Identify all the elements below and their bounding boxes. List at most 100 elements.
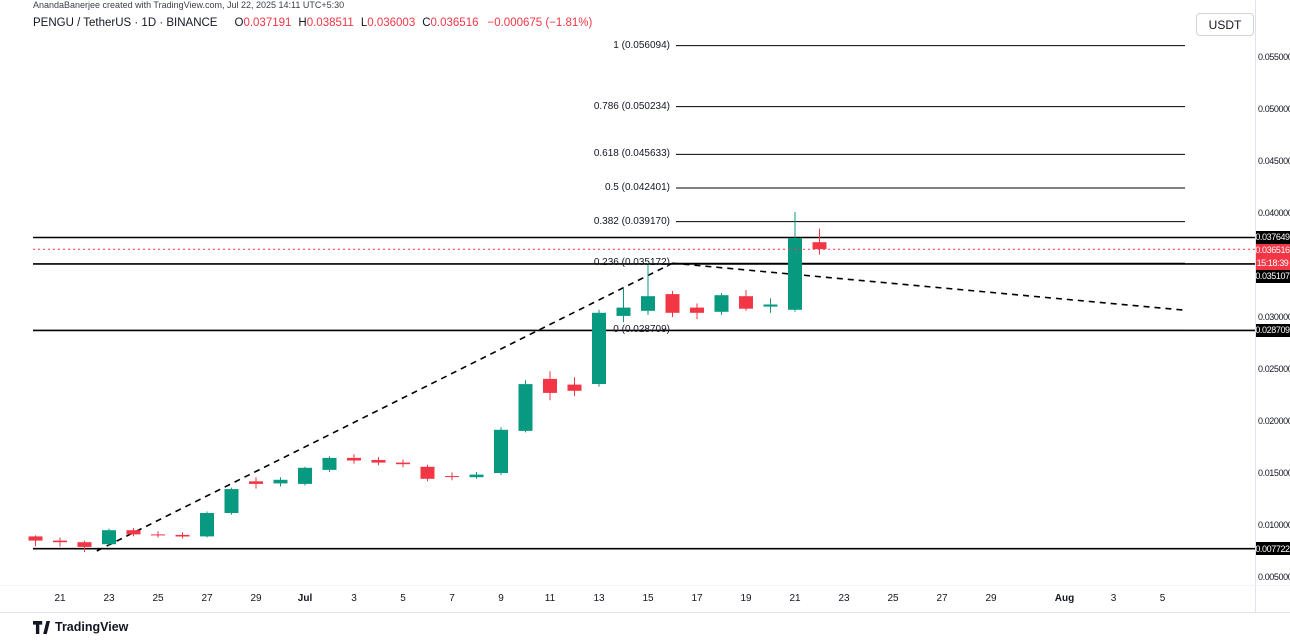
fib-level-label: 0.618 (0.045633) bbox=[593, 148, 670, 160]
time-axis-label: 21 bbox=[54, 593, 66, 604]
time-axis-label: 11 bbox=[544, 593, 556, 604]
currency-toggle-button[interactable]: USDT bbox=[1196, 13, 1254, 36]
tradingview-logo[interactable]: TradingView bbox=[33, 620, 128, 634]
time-axis-label: 3 bbox=[351, 593, 357, 604]
candle-body bbox=[322, 457, 337, 470]
symbol-title[interactable]: PENGU / TetherUS · 1D · BINANCE bbox=[33, 17, 218, 29]
candle-body bbox=[543, 378, 557, 393]
countdown-badge: 15:18:39 bbox=[1255, 256, 1290, 270]
fib-level-label: 0.382 (0.039170) bbox=[593, 215, 670, 227]
low-label: L bbox=[360, 17, 368, 29]
fib-level-label: 0.236 (0.035172) bbox=[593, 257, 670, 269]
price-axis-label: 0.030000 bbox=[1258, 311, 1290, 322]
price-badge: 0.028709 bbox=[1255, 323, 1290, 337]
candle-body bbox=[469, 474, 484, 478]
candle-body bbox=[739, 296, 753, 309]
price-axis-label: 0.015000 bbox=[1258, 467, 1290, 478]
candle-body bbox=[347, 457, 361, 461]
candle-body bbox=[616, 307, 631, 316]
time-axis-label: 5 bbox=[1159, 593, 1166, 604]
time-axis-label: 19 bbox=[740, 593, 752, 604]
attribution-watermark: AnandaBanerjee created with TradingView.… bbox=[33, 0, 345, 10]
candle-body bbox=[175, 534, 190, 537]
candle-body bbox=[690, 307, 704, 313]
time-axis-label: 9 bbox=[498, 593, 504, 604]
candle-body bbox=[77, 542, 92, 547]
price-badge: 0.035107 bbox=[1255, 269, 1290, 283]
price-axis-label: 0.055000 bbox=[1258, 51, 1290, 62]
price-axis-label: 0.025000 bbox=[1258, 363, 1290, 374]
time-axis-label: 23 bbox=[103, 593, 115, 604]
time-axis-label: 25 bbox=[152, 593, 164, 604]
time-axis-label: 7 bbox=[449, 593, 455, 604]
candle-body bbox=[494, 429, 508, 473]
high-value: 0.038511 bbox=[306, 17, 354, 29]
candle-body bbox=[151, 534, 165, 536]
symbol-legend: PENGU / TetherUS · 1D · BINANCE O0.037191… bbox=[33, 17, 592, 29]
candle-body bbox=[28, 536, 43, 541]
price-axis-label: 0.050000 bbox=[1258, 103, 1290, 114]
candle-body bbox=[249, 481, 263, 484]
time-axis-label: 13 bbox=[593, 593, 605, 604]
candle-body bbox=[641, 296, 655, 311]
candle-body bbox=[224, 489, 239, 513]
price-axis[interactable]: 0.055000 0.050000 0.045000 0.040000 0.030000… bbox=[1255, 0, 1290, 612]
candle-body bbox=[445, 476, 459, 478]
price-axis-divider bbox=[1255, 0, 1256, 612]
fib-level-label: 0.5 (0.042401) bbox=[604, 182, 670, 194]
candle-body bbox=[102, 530, 116, 545]
price-badge: 0.007722 bbox=[1255, 542, 1290, 556]
time-axis-label: 5 bbox=[400, 593, 406, 604]
time-axis-label: 27 bbox=[936, 593, 948, 604]
close-value: 0.036516 bbox=[430, 17, 479, 29]
time-axis-label: Jul bbox=[297, 593, 313, 604]
price-axis-label: 0.040000 bbox=[1258, 207, 1290, 218]
time-axis-label: 27 bbox=[201, 593, 213, 604]
price-badge: 0.037649 bbox=[1255, 230, 1290, 244]
candle-body bbox=[298, 467, 312, 484]
time-axis-label: 3 bbox=[1110, 593, 1117, 604]
time-axis-label: 23 bbox=[838, 593, 850, 604]
price-badge: 0.036516 bbox=[1255, 243, 1290, 257]
change-value: −0.000675 (−1.81%) bbox=[487, 17, 593, 29]
fib-level-label: 0 (0.028709) bbox=[613, 324, 670, 336]
bottom-attribution-bar: TradingView bbox=[0, 612, 1290, 641]
trendline[interactable] bbox=[672, 262, 1188, 312]
time-axis-label: Aug bbox=[1054, 593, 1075, 604]
candle-body bbox=[592, 312, 606, 384]
candle-body bbox=[788, 238, 802, 310]
close-label: C bbox=[422, 17, 431, 29]
time-axis-label: 21 bbox=[789, 593, 801, 604]
time-axis-label: 25 bbox=[887, 593, 899, 604]
time-axis-label: 17 bbox=[691, 593, 703, 604]
high-label: H bbox=[298, 17, 307, 29]
price-axis-label: 0.020000 bbox=[1258, 415, 1290, 426]
open-value: 0.037191 bbox=[243, 17, 292, 29]
candle-body bbox=[665, 294, 680, 313]
time-axis-label: 15 bbox=[642, 593, 654, 604]
time-axis[interactable]: 21 23 25 27 29 Jul 3 5 7 9 11 13 15 17 19 21 23 25 27 29 Aug… bbox=[0, 585, 1290, 613]
low-value: 0.036003 bbox=[367, 17, 416, 29]
time-axis-label: 29 bbox=[250, 593, 262, 604]
candle-body bbox=[567, 384, 582, 391]
tradingview-logo-icon bbox=[33, 620, 50, 634]
candle-body bbox=[420, 466, 435, 479]
fib-level-label: 1 (0.056094) bbox=[613, 39, 670, 51]
price-axis-label: 0.045000 bbox=[1258, 155, 1290, 166]
open-label: O bbox=[234, 17, 244, 29]
price-axis-label: 0.005000 bbox=[1258, 571, 1290, 582]
candle-body bbox=[126, 530, 141, 535]
time-axis-label: 29 bbox=[985, 593, 997, 604]
candle-body bbox=[714, 295, 729, 312]
trendline[interactable] bbox=[96, 262, 673, 552]
candle-body bbox=[396, 462, 410, 465]
tradingview-logo-text: TradingView bbox=[55, 620, 129, 634]
candle-body bbox=[53, 540, 67, 543]
candle-body bbox=[200, 513, 214, 537]
candle-body bbox=[371, 460, 386, 463]
price-axis-label: 0.010000 bbox=[1258, 519, 1290, 530]
candle-body bbox=[763, 304, 778, 307]
